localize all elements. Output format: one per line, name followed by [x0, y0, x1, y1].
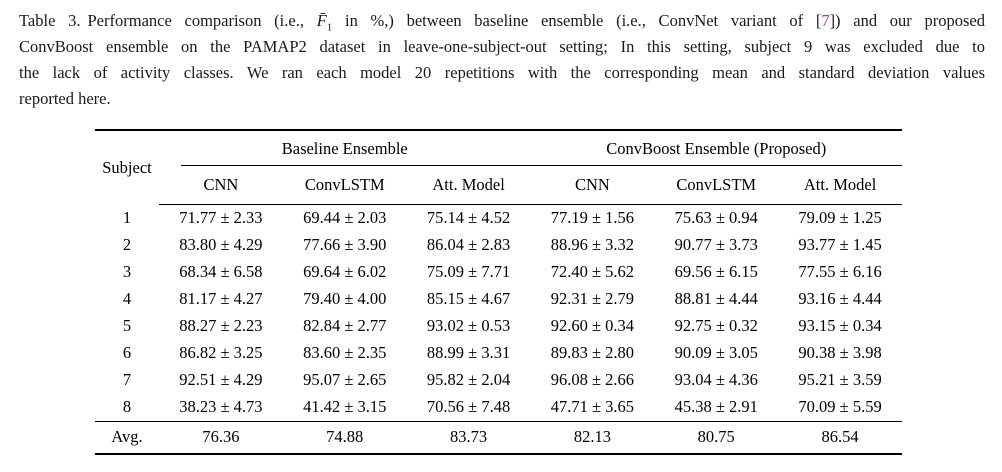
subject-cell: 7 — [122, 370, 132, 390]
value-cell: 90.38 ± 3.98 — [798, 343, 882, 363]
value-cell: 92.51 ± 4.29 — [179, 370, 263, 390]
value-cell: 77.19 ± 1.56 — [550, 208, 635, 228]
group-header-row: Subject Baseline Ensemble ConvBoost Ense… — [95, 130, 902, 177]
table-row: 2 83.80 ± 4.29 77.66 ± 3.90 86.04 ± 2.83 88.… — [95, 232, 902, 259]
subject-cell: 6 — [122, 343, 132, 363]
caption-line-1: Table 3. Performance comparison (i.e., F̄… — [19, 8, 985, 34]
value-cell: 82.84 ± 2.77 — [303, 316, 387, 336]
value-cell: 68.34 ± 6.58 — [179, 262, 263, 282]
value-cell: 88.81 ± 4.44 — [674, 289, 758, 309]
value-cell: 93.02 ± 0.53 — [426, 316, 511, 336]
col-header-convboost-att-model: Att. Model — [778, 166, 902, 205]
group-header-baseline: Baseline Ensemble — [159, 130, 531, 166]
value-cell: 93.77 ± 1.45 — [798, 235, 882, 255]
value-cell: 79.40 ± 4.00 — [303, 289, 387, 309]
value-cell: 86.54 — [778, 421, 902, 454]
table-row-avg: Avg. 76.36 74.88 83.73 82.13 80.75 86.54 — [95, 421, 902, 454]
table-row: 4 81.17 ± 4.27 79.40 ± 4.00 85.15 ± 4.67 92.… — [95, 286, 902, 313]
value-cell: 88.96 ± 3.32 — [550, 235, 635, 255]
table-caption: Table 3. Performance comparison (i.e., F̄… — [19, 8, 985, 112]
value-cell: 89.83 ± 2.80 — [550, 343, 635, 363]
subject-cell: 3 — [122, 262, 132, 282]
table-header: Subject Baseline Ensemble ConvBoost Ense… — [95, 130, 902, 205]
caption-line-2: ConvBoost ensemble on the PAMAP2 dataset… — [19, 37, 985, 56]
table-body: 1 71.77 ± 2.33 69.44 ± 2.03 75.14 ± 4.52 77.… — [95, 205, 902, 454]
subject-cell: 1 — [122, 208, 132, 227]
value-cell: 77.66 ± 3.90 — [303, 235, 387, 255]
value-cell: 92.31 ± 2.79 — [550, 289, 635, 309]
value-cell: 95.82 ± 2.04 — [426, 370, 511, 390]
table-row: 3 68.34 ± 6.58 69.64 ± 6.02 75.09 ± 7.71 72.… — [95, 259, 902, 286]
value-cell: 71.77 ± 2.33 — [179, 208, 263, 228]
value-cell: 88.99 ± 3.31 — [426, 343, 511, 363]
value-cell: 95.21 ± 3.59 — [798, 370, 882, 390]
value-cell: 83.60 ± 2.35 — [303, 343, 387, 363]
col-header-baseline-convlstm: ConvLSTM — [282, 166, 407, 205]
value-cell: 96.08 ± 2.66 — [550, 370, 635, 390]
table-row: 6 86.82 ± 3.25 83.60 ± 2.35 88.99 ± 3.31 89.… — [95, 340, 902, 367]
value-cell: 69.44 ± 2.03 — [303, 208, 387, 228]
value-cell: 86.04 ± 2.83 — [426, 235, 511, 255]
value-cell: 95.07 ± 2.65 — [303, 370, 387, 390]
subject-cell: 5 — [122, 316, 132, 336]
value-cell: 38.23 ± 4.73 — [179, 397, 263, 417]
subject-cell: 8 — [122, 397, 132, 417]
subheader-row: CNN ConvLSTM Att. Model CNN ConvLSTM Att… — [95, 166, 902, 205]
value-cell: 79.09 ± 1.25 — [798, 208, 882, 228]
value-cell: 75.14 ± 4.52 — [426, 208, 511, 228]
value-cell: 47.71 ± 3.65 — [550, 397, 635, 417]
value-cell: 81.17 ± 4.27 — [179, 289, 263, 309]
value-cell: 75.09 ± 7.71 — [426, 262, 511, 282]
value-cell: 76.36 — [159, 421, 283, 454]
value-cell: 80.75 — [654, 421, 779, 454]
group-header-convboost: ConvBoost Ensemble (Proposed) — [530, 130, 902, 166]
value-cell: 90.09 ± 3.05 — [674, 343, 758, 363]
subject-cell: 4 — [122, 289, 132, 309]
table-row: 5 88.27 ± 2.23 82.84 ± 2.77 93.02 ± 0.53 92.… — [95, 313, 902, 340]
results-table: Subject Baseline Ensemble ConvBoost Ense… — [95, 129, 902, 455]
col-header-subject: Subject — [102, 157, 152, 177]
value-cell: 93.15 ± 0.34 — [798, 316, 882, 336]
caption-text-1: Performance comparison (i.e., — [87, 11, 317, 30]
value-cell: 69.64 ± 6.02 — [303, 262, 387, 282]
citation-ref-7[interactable]: 7 — [821, 11, 830, 30]
value-cell: 93.16 ± 4.44 — [798, 289, 882, 309]
value-cell: 83.73 — [406, 421, 531, 454]
value-cell: 90.77 ± 3.73 — [674, 235, 758, 255]
value-cell: 41.42 ± 3.15 — [303, 397, 387, 417]
value-cell: 77.55 ± 6.16 — [798, 262, 882, 282]
table-row: 1 71.77 ± 2.33 69.44 ± 2.03 75.14 ± 4.52 77.… — [95, 205, 902, 233]
col-header-baseline-cnn: CNN — [159, 166, 283, 205]
value-cell: 45.38 ± 2.91 — [674, 397, 758, 417]
value-cell: 70.56 ± 7.48 — [426, 397, 511, 417]
caption-line-4: reported here. — [19, 89, 111, 108]
value-cell: 92.60 ± 0.34 — [550, 316, 635, 336]
subject-cell: Avg. — [95, 421, 159, 454]
value-cell: 82.13 — [530, 421, 655, 454]
value-cell: 86.82 ± 3.25 — [179, 343, 263, 363]
value-cell: 75.63 ± 0.94 — [674, 208, 758, 228]
caption-text-2: in %,) between baseline ensemble (i.e., … — [332, 11, 822, 30]
value-cell: 70.09 ± 5.59 — [798, 397, 882, 417]
caption-label: Table 3. — [19, 11, 81, 30]
value-cell: 88.27 ± 2.23 — [179, 316, 263, 336]
col-header-convboost-convlstm: ConvLSTM — [654, 166, 779, 205]
col-header-convboost-cnn: CNN — [530, 166, 655, 205]
subject-cell: 2 — [122, 235, 132, 255]
table-row: 7 92.51 ± 4.29 95.07 ± 2.65 95.82 ± 2.04 96.… — [95, 367, 902, 394]
value-cell: 92.75 ± 0.32 — [674, 316, 758, 336]
value-cell: 74.88 — [282, 421, 407, 454]
value-cell: 93.04 ± 4.36 — [674, 370, 758, 390]
caption-text-3: ]) and our proposed — [829, 11, 985, 30]
value-cell: 69.56 ± 6.15 — [674, 262, 758, 282]
caption-line-3: the lack of activity classes. We ran eac… — [19, 63, 985, 82]
col-header-baseline-att-model: Att. Model — [406, 166, 531, 205]
table-row: 8 38.23 ± 4.73 41.42 ± 3.15 70.56 ± 7.48 47.… — [95, 394, 902, 422]
value-cell: 83.80 ± 4.29 — [179, 235, 263, 255]
f1-math-symbol: F̄1 — [316, 11, 333, 34]
value-cell: 85.15 ± 4.67 — [426, 289, 511, 309]
value-cell: 72.40 ± 5.62 — [550, 262, 635, 282]
